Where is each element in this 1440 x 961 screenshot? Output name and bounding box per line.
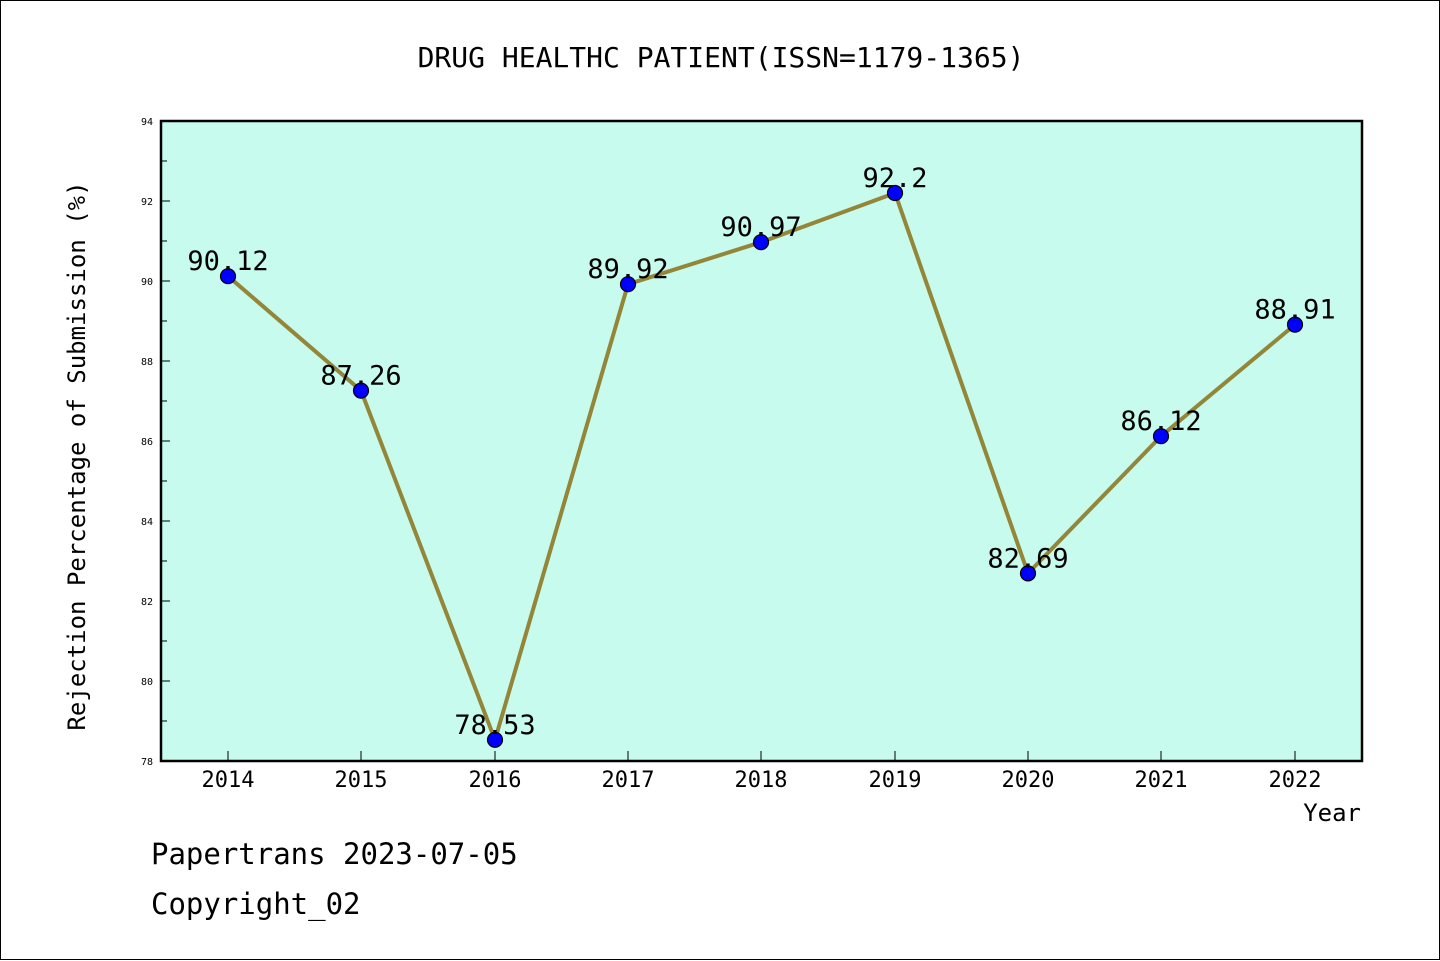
data-labels: 90.12 87.26 78.53 89.92 90.97 92.2 82.69 86.12 8… [187, 163, 1335, 741]
plot-border [159, 119, 1364, 763]
footer-date-text: Papertrans 2023-07-05 [151, 837, 518, 871]
data-point [1286, 316, 1304, 333]
x-tick-label: 2020 [1002, 768, 1055, 793]
chart-title: DRUG HEALTHC PATIENT(ISSN=1179-1365) [418, 41, 1025, 74]
y-tick-label: 88 [141, 357, 153, 368]
y-tick-label: 90 [141, 277, 153, 288]
data-label: 90.97 [720, 212, 801, 243]
x-axis: 2014 2015 2016 2017 2018 2019 2020 2021 2022 [202, 751, 1322, 793]
x-tick-label: 2018 [735, 768, 788, 793]
y-tick-label: 86 [141, 437, 153, 448]
data-label: 87.26 [320, 361, 401, 392]
data-point [1019, 565, 1037, 582]
data-label: 92.2 [862, 163, 927, 194]
data-point [619, 276, 637, 293]
x-tick-label: 2017 [602, 768, 655, 793]
y-tick-label: 94 [141, 117, 153, 128]
x-axis-label: Year [1303, 799, 1361, 827]
y-tick-label: 80 [141, 677, 153, 688]
x-tick-label: 2016 [469, 768, 522, 793]
data-label: 82.69 [987, 543, 1068, 574]
data-point [886, 184, 904, 202]
x-tick-label: 2021 [1135, 768, 1188, 793]
y-axis-label: Rejection Percentage of Submission (%) [63, 181, 91, 730]
data-point [352, 382, 370, 399]
x-tick-label: 2014 [202, 768, 255, 793]
data-point [486, 731, 504, 748]
data-point [752, 234, 770, 251]
y-tick-label: 82 [141, 597, 153, 608]
x-tick-label: 2015 [335, 768, 388, 793]
data-label: 78.53 [454, 710, 535, 741]
y-tick-label: 92 [141, 197, 153, 208]
x-tick-label: 2022 [1269, 768, 1322, 793]
y-tick-label: 84 [141, 517, 153, 528]
data-point [1152, 428, 1170, 445]
y-tick-label: 78 [141, 757, 153, 768]
series-layer [219, 184, 1304, 748]
data-point [219, 268, 237, 285]
x-tick-label: 2019 [869, 768, 922, 793]
data-label: 89.92 [587, 254, 668, 285]
data-label: 90.12 [187, 246, 268, 277]
y-axis: 78 80 82 84 86 88 90 92 94 [141, 117, 170, 768]
data-label: 88.91 [1254, 295, 1335, 326]
footer-copyright-text: Copyright_02 [151, 887, 361, 921]
data-label: 86.12 [1120, 406, 1201, 437]
